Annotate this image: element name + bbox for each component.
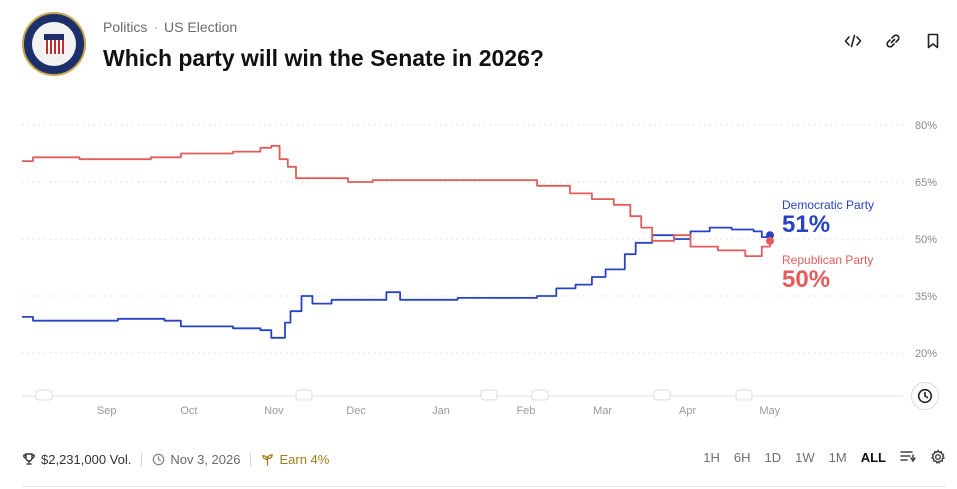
event-marker — [35, 389, 53, 401]
event-marker — [653, 389, 671, 401]
x-tick-label: Apr — [679, 405, 696, 417]
x-tick-label: Sep — [97, 405, 117, 417]
legend-rep-pct: 50% — [782, 266, 831, 293]
y-tick-label: 35% — [915, 291, 937, 303]
legend-democratic: Democratic Party 51% — [782, 198, 874, 238]
history-clock-button[interactable] — [911, 382, 939, 410]
event-marker — [295, 389, 313, 401]
legend-rep-name: Republican Party — [782, 253, 874, 267]
embed-icon[interactable] — [844, 32, 862, 50]
breadcrumb-us-election[interactable]: US Election — [164, 19, 238, 35]
footer-bottom-border — [22, 486, 946, 487]
range-1d[interactable]: 1D — [764, 449, 782, 465]
shield-icon — [44, 34, 64, 54]
range-1h[interactable]: 1H — [703, 449, 720, 465]
market-header: Politics · US Election Which party will … — [22, 12, 942, 76]
event-marker — [735, 389, 753, 401]
x-tick-label: Oct — [180, 405, 197, 417]
y-tick-label: 80% — [915, 120, 937, 132]
range-1m[interactable]: 1M — [828, 449, 847, 465]
x-tick-label: Feb — [516, 405, 535, 417]
sprout-icon — [262, 453, 274, 466]
time-range-selector: 1H 6H 1D 1W 1M ALL — [703, 449, 946, 465]
republican-series-line — [22, 145, 771, 257]
earn-text: Earn 4% — [279, 451, 330, 467]
x-tick-label: Jan — [432, 405, 450, 417]
republican-endpoint — [766, 236, 774, 245]
legend-republican: Republican Party 50% — [782, 253, 873, 293]
header-actions — [844, 32, 942, 50]
range-6h[interactable]: 6H — [733, 449, 751, 465]
end-date: Nov 3, 2026 — [152, 452, 240, 467]
earn-badge[interactable]: Earn 4% — [261, 452, 329, 467]
link-icon[interactable] — [884, 32, 902, 50]
range-all[interactable]: ALL — [860, 449, 886, 465]
event-marker — [531, 389, 549, 401]
clock-small-icon — [153, 453, 165, 465]
footer-divider — [250, 452, 252, 466]
event-marker — [480, 389, 498, 401]
y-tick-label: 65% — [915, 177, 937, 189]
democratic-endpoint — [766, 231, 774, 240]
breadcrumb: Politics · US Election — [103, 19, 237, 35]
breadcrumb-separator: · — [153, 19, 159, 35]
filter-icon[interactable] — [900, 450, 916, 464]
seal-center — [32, 22, 76, 66]
footer-divider — [141, 452, 143, 466]
range-1w[interactable]: 1W — [795, 449, 815, 465]
end-date-text: Nov 3, 2026 — [170, 451, 241, 467]
x-tick-label: Mar — [593, 405, 612, 417]
x-tick-label: Nov — [264, 405, 284, 417]
legend-dem-pct: 51% — [782, 211, 831, 238]
page-title: Which party will win the Senate in 2026? — [103, 45, 544, 71]
x-tick-label: Dec — [346, 405, 366, 417]
settings-gear-icon[interactable] — [930, 449, 946, 465]
market-footer: $2,231,000 Vol. Nov 3, 2026 Earn 4% 1H 6… — [22, 449, 946, 469]
senate-seal-logo — [22, 12, 86, 76]
chart-svg: 80% 65% 50% 35% 20% Sep Oct Nov Dec Jan Feb Mar Apr M… — [22, 120, 937, 417]
legend-dem-name: Democratic Party — [782, 198, 875, 212]
bookmark-icon[interactable] — [924, 32, 942, 50]
x-tick-label: May — [759, 405, 780, 417]
y-tick-label: 50% — [915, 234, 937, 246]
y-tick-label: 20% — [915, 348, 937, 360]
breadcrumb-politics[interactable]: Politics — [103, 19, 148, 35]
trophy-icon — [23, 453, 35, 465]
clock-icon — [917, 388, 933, 404]
volume-stat: $2,231,000 Vol. — [22, 452, 131, 467]
price-chart[interactable]: 80% 65% 50% 35% 20% Sep Oct Nov Dec Jan Feb Mar Apr M… — [0, 100, 957, 430]
volume-text: $2,231,000 Vol. — [41, 451, 132, 467]
democratic-series-line — [22, 226, 771, 339]
